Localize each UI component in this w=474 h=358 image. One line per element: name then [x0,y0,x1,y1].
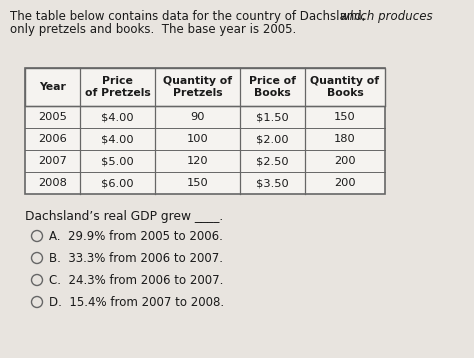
Bar [25,68,385,194]
Text: only pretzels and books.  The base year is 2005.: only pretzels and books. The base year i… [10,23,296,36]
Text: 2007: 2007 [38,156,67,166]
Text: which produces: which produces [340,10,433,23]
Text: $6.00: $6.00 [101,178,134,188]
Text: 150: 150 [334,112,356,122]
Text: Price of
Books: Price of Books [249,76,296,98]
Text: 2008: 2008 [38,178,67,188]
Text: $4.00: $4.00 [101,112,134,122]
Text: $5.00: $5.00 [101,156,134,166]
Text: $1.50: $1.50 [256,112,289,122]
Text: $2.50: $2.50 [256,156,289,166]
Bar [25,68,385,106]
Text: 200: 200 [334,178,356,188]
Text: 150: 150 [187,178,209,188]
Text: Year: Year [39,82,66,92]
Text: Price
of Pretzels: Price of Pretzels [85,76,150,98]
Text: 120: 120 [187,156,208,166]
Text: C.  24.3% from 2006 to 2007.: C. 24.3% from 2006 to 2007. [49,274,223,286]
Text: 100: 100 [187,134,209,144]
Text: 200: 200 [334,156,356,166]
Text: 180: 180 [334,134,356,144]
Text: 90: 90 [190,112,205,122]
Text: 2005: 2005 [38,112,67,122]
Text: A.  29.9% from 2005 to 2006.: A. 29.9% from 2005 to 2006. [49,229,223,242]
Text: $2.00: $2.00 [256,134,289,144]
Text: Dachsland’s real GDP grew ____.: Dachsland’s real GDP grew ____. [25,210,223,223]
Text: B.  33.3% from 2006 to 2007.: B. 33.3% from 2006 to 2007. [49,252,223,265]
Text: 2006: 2006 [38,134,67,144]
Text: The table below contains data for the country of Dachsland,: The table below contains data for the co… [10,10,369,23]
Text: D.  15.4% from 2007 to 2008.: D. 15.4% from 2007 to 2008. [49,295,224,309]
Text: $3.50: $3.50 [256,178,289,188]
Text: Quantity of
Books: Quantity of Books [310,76,380,98]
Text: Quantity of
Pretzels: Quantity of Pretzels [163,76,232,98]
Text: $4.00: $4.00 [101,134,134,144]
